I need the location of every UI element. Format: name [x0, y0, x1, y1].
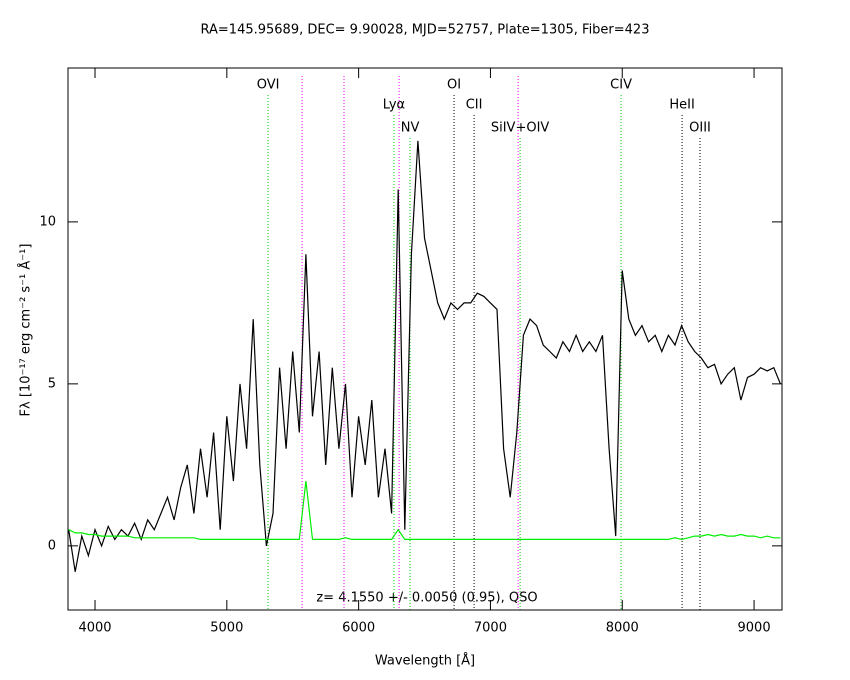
chart-title: RA=145.95689, DEC= 9.90028, MJD=52757, P…	[201, 23, 650, 38]
x-tick-label: 6000	[342, 621, 375, 636]
x-tick-label: 4000	[78, 621, 111, 636]
line-marker-label: HeII	[669, 98, 694, 113]
plot-frame	[67, 67, 783, 611]
x-tick-label: 5000	[210, 621, 243, 636]
line-marker-label: NV	[401, 121, 420, 136]
x-tick-label: 9000	[738, 621, 771, 636]
spectrum-line	[68, 140, 781, 572]
line-marker-label: CII	[466, 98, 483, 113]
line-marker-label: OI	[447, 78, 461, 93]
y-tick-label: 10	[39, 214, 56, 229]
line-marker-label: SiIV+OIV	[491, 121, 550, 136]
y-tick-label: 5	[48, 376, 56, 391]
spectrum-line	[68, 481, 781, 541]
y-tick-label: 0	[48, 538, 56, 553]
line-marker-label: OVI	[257, 78, 280, 93]
x-tick-label: 7000	[474, 621, 507, 636]
x-tick-label: 8000	[606, 621, 639, 636]
x-axis-label: Wavelength [Å]	[375, 653, 475, 669]
y-axis-label: Fλ [10⁻¹⁷ erg cm⁻² s⁻¹ Å⁻¹]	[18, 244, 34, 417]
line-marker-label: Lyα	[383, 98, 405, 113]
redshift-note: z= 4.1550 +/- 0.0050 (0.95), QSO	[316, 591, 537, 606]
line-marker-label: CIV	[610, 78, 632, 93]
line-marker-label: OIII	[689, 121, 711, 136]
